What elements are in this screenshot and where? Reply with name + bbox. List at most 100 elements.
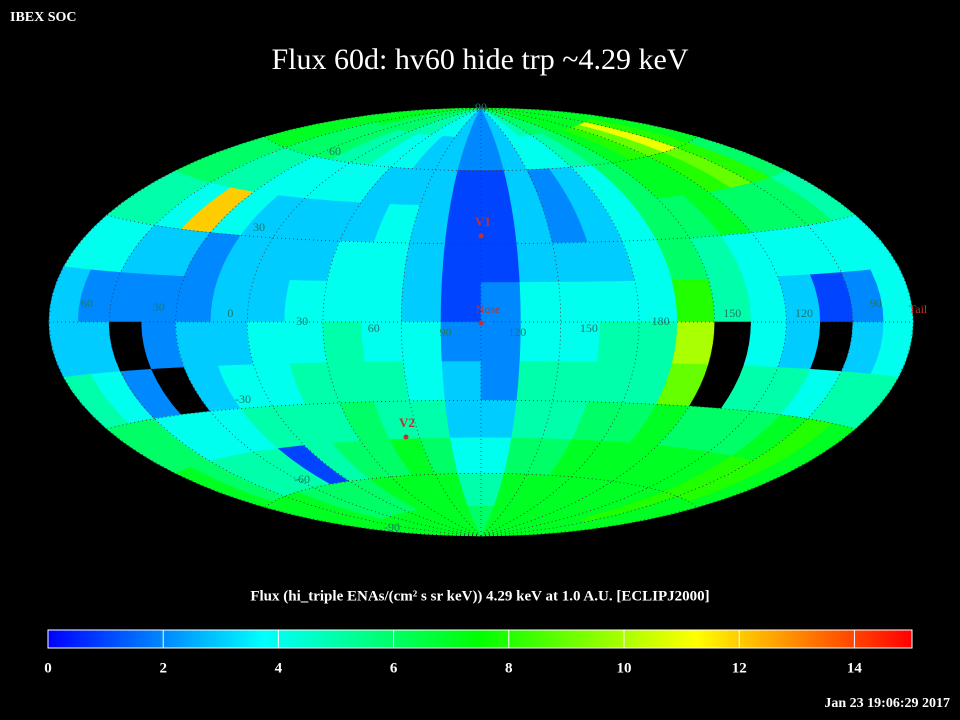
colorbar-segment — [568, 630, 573, 648]
colorbar-segment — [316, 630, 321, 648]
colorbar-segment — [764, 630, 769, 648]
lon-label: 0 — [227, 306, 233, 320]
colorbar-segment — [896, 630, 901, 648]
colorbar-segment — [532, 630, 537, 648]
flux-cell — [671, 321, 716, 366]
colorbar-segment — [504, 630, 509, 648]
colorbar-segment — [776, 630, 781, 648]
colorbar-segment — [468, 630, 473, 648]
colorbar-segment — [648, 630, 653, 648]
colorbar-segment — [400, 630, 405, 648]
colorbar-segment — [228, 630, 233, 648]
colorbar-segment — [296, 630, 301, 648]
colorbar-segment — [524, 630, 529, 648]
colorbar-segment — [572, 630, 577, 648]
colorbar-segment — [904, 630, 909, 648]
graticule-meridian — [246, 107, 482, 537]
graticule-meridian — [480, 107, 854, 537]
colorbar-segment — [100, 630, 105, 648]
colorbar-segment — [56, 630, 61, 648]
colorbar-segment — [152, 630, 157, 648]
colorbar-segment — [308, 630, 313, 648]
colorbar-segment — [792, 630, 797, 648]
colorbar-segment — [256, 630, 261, 648]
lon-label: 60 — [368, 321, 380, 335]
lon-label: 120 — [508, 325, 526, 339]
colorbar-segment — [244, 630, 249, 648]
graticule-meridian — [108, 107, 482, 537]
colorbar-segment — [744, 630, 749, 648]
colorbar-segment — [576, 630, 581, 648]
colorbar-segment — [440, 630, 445, 648]
colorbar-segment — [536, 630, 541, 648]
colorbar-segment — [664, 630, 669, 648]
colorbar-segment — [392, 630, 397, 648]
colorbar-segment — [360, 630, 365, 648]
colorbar-segment — [640, 630, 645, 648]
no-data-cell — [708, 321, 752, 367]
colorbar-segment — [212, 630, 217, 648]
colorbar-segment — [884, 630, 889, 648]
colorbar-segment — [64, 630, 69, 648]
colorbar-segment — [864, 630, 869, 648]
sky-map: 60 30 0 30 60 90 120 150 180 150 120 90 90 60 30 -30 -60… — [48, 100, 928, 537]
colorbar-segment — [700, 630, 705, 648]
graticule-parallel — [264, 472, 698, 508]
colorbar-segment — [740, 630, 745, 648]
colorbar-segment — [496, 630, 501, 648]
flux-cell — [441, 243, 482, 283]
colorbar-segment — [768, 630, 773, 648]
colorbar-segment — [732, 630, 737, 648]
lon-label: 150 — [723, 306, 741, 320]
colorbar-segment — [120, 630, 125, 648]
colorbar-segment — [208, 630, 213, 648]
lon-label: 90 — [440, 325, 452, 339]
colorbar-segment — [416, 630, 421, 648]
colorbar-segment — [520, 630, 525, 648]
colorbar-segment — [908, 630, 913, 648]
colorbar-segment — [272, 630, 277, 648]
colorbar-segment — [168, 630, 173, 648]
colorbar-segment — [840, 630, 845, 648]
colorbar-segment — [716, 630, 721, 648]
colorbar-segment — [528, 630, 533, 648]
colorbar-segment — [556, 630, 561, 648]
flux-cell — [516, 242, 560, 283]
colorbar-segment — [180, 630, 185, 648]
graticule-meridian — [480, 107, 716, 537]
colorbar-segment — [900, 630, 905, 648]
flux-cell — [322, 321, 366, 364]
colorbar-segment — [680, 630, 685, 648]
colorbar-segment — [724, 630, 729, 648]
colorbar-segment — [248, 630, 253, 648]
colorbar-segment — [288, 630, 293, 648]
graticule-meridian — [480, 107, 640, 537]
colorbar-segment — [500, 630, 505, 648]
colorbar-segment — [780, 630, 785, 648]
colorbar-segment — [660, 630, 665, 648]
colorbar-segment — [492, 630, 497, 648]
colorbar-segment — [808, 630, 813, 648]
colorbar-tick-label: 6 — [390, 660, 398, 676]
colorbar-segment — [540, 630, 545, 648]
colorbar-segment — [888, 630, 893, 648]
colorbar-tick-label: 8 — [505, 660, 513, 676]
marker-dot — [478, 233, 484, 239]
colorbar-segment — [736, 630, 741, 648]
colorbar-segment — [96, 630, 101, 648]
colorbar-segment — [832, 630, 837, 648]
colorbar-segment — [820, 630, 825, 648]
colorbar-segment — [404, 630, 409, 648]
colorbar-segment — [844, 630, 849, 648]
colorbar-segment — [632, 630, 637, 648]
colorbar-segment — [836, 630, 841, 648]
colorbar-segment — [788, 630, 793, 648]
colorbar-segment — [604, 630, 609, 648]
colorbar-segment — [872, 630, 877, 648]
colorbar-segment — [112, 630, 117, 648]
colorbar-segment — [668, 630, 673, 648]
colorbar-segment — [340, 630, 345, 648]
colorbar-segment — [772, 630, 777, 648]
colorbar-segment — [652, 630, 657, 648]
colorbar-segment — [348, 630, 353, 648]
